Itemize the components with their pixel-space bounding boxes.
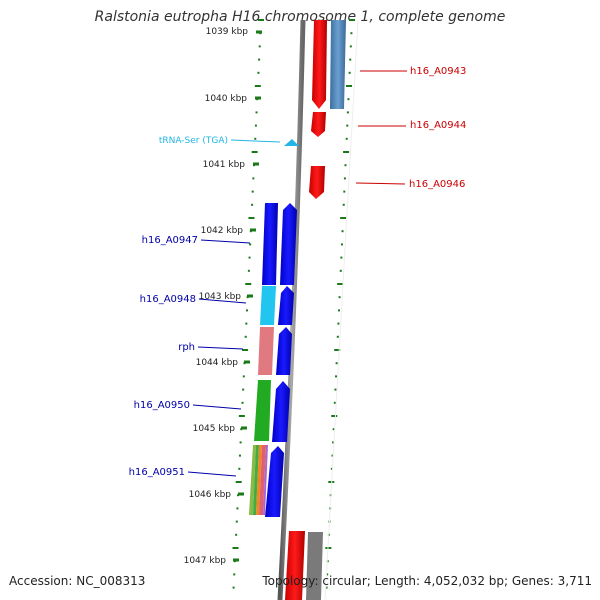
forward-arrow-2[interactable]	[278, 286, 294, 325]
label-leader-line	[192, 404, 242, 410]
left-gene-labels: tRNA-Ser (TGA) h16_A0947 h16_A0948 rph h…	[129, 136, 281, 478]
forward-strand-genes	[249, 203, 297, 517]
genome-backbone	[277, 19, 306, 600]
kbp-tick-label: 1047 kbp	[184, 556, 227, 566]
map-title: Ralstonia eutropha H16 chromosome 1, com…	[94, 9, 506, 25]
label-trna-ser[interactable]: tRNA-Ser (TGA)	[159, 136, 228, 146]
kbp-tick-label: 1044 kbp	[196, 358, 239, 368]
left-dotted-ring	[232, 19, 264, 589]
gene-h16-a0951-multicolor[interactable]	[249, 445, 268, 515]
kbp-tick-label: 1045 kbp	[193, 424, 236, 434]
forward-arrow-5[interactable]	[265, 446, 284, 517]
right-gene-labels: h16_A0943 h16_A0944 h16_A0946	[355, 66, 466, 190]
forward-arrow-1[interactable]	[280, 203, 297, 285]
label-h16-a0943[interactable]: h16_A0943	[410, 66, 466, 77]
kbp-tick-label: 1041 kbp	[203, 160, 246, 170]
gene-rph-bar[interactable]	[258, 327, 274, 375]
kbp-tick-label: 1046 kbp	[189, 490, 232, 500]
label-leader-line	[200, 239, 251, 244]
kbp-tick-label: 1042 kbp	[201, 226, 244, 236]
gray-feature-bottom[interactable]	[306, 532, 323, 600]
reverse-strand-genes	[285, 20, 346, 600]
kbp-tick-label: 1039 kbp	[206, 27, 249, 37]
gene-h16-a0946-arrow[interactable]	[309, 166, 325, 199]
gene-h16-a0948-bar[interactable]	[260, 286, 276, 325]
label-leader-line	[230, 139, 281, 143]
label-leader-line	[187, 471, 237, 477]
kbp-ticks: 1039 kbp 1040 kbp 1041 kbp 1042 kbp 1043…	[184, 27, 262, 566]
trna-ser-marker[interactable]	[284, 139, 299, 146]
label-leader-line	[355, 182, 406, 185]
gene-h16-a0943-arrow[interactable]	[312, 20, 327, 109]
label-h16-a0951[interactable]: h16_A0951	[129, 467, 185, 478]
kbp-tick-label: 1043 kbp	[199, 292, 242, 302]
gene-h16-a0944-arrow[interactable]	[311, 112, 326, 137]
label-rph[interactable]: rph	[178, 342, 195, 353]
outer-track-outline	[324, 19, 359, 600]
label-leader-line	[198, 298, 247, 304]
label-h16-a0947[interactable]: h16_A0947	[142, 235, 198, 246]
gene-h16-a0950-bar[interactable]	[254, 380, 271, 441]
steel-blue-feature[interactable]	[330, 20, 346, 109]
label-leader-line	[197, 346, 244, 350]
accession-label: Accession: NC_008313	[9, 574, 146, 588]
label-h16-a0944[interactable]: h16_A0944	[410, 120, 466, 131]
genome-stats: Topology: circular; Length: 4,052,032 bp…	[262, 574, 592, 588]
label-h16-a0948[interactable]: h16_A0948	[140, 294, 196, 305]
kbp-tick-label: 1040 kbp	[205, 94, 248, 104]
gene-h16-a0947-bar[interactable]	[262, 203, 278, 285]
label-h16-a0946[interactable]: h16_A0946	[409, 179, 465, 190]
forward-arrow-3[interactable]	[276, 327, 292, 375]
forward-arrow-4[interactable]	[272, 381, 290, 442]
label-h16-a0950[interactable]: h16_A0950	[134, 400, 190, 411]
red-gene-bottom[interactable]	[285, 531, 305, 600]
